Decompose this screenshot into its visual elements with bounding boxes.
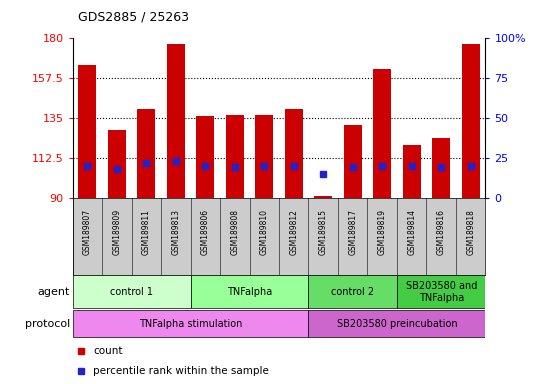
Text: agent: agent [37,287,70,297]
Bar [79,65,96,198]
Text: GDS2885 / 25263: GDS2885 / 25263 [78,10,189,23]
Text: GSM189807: GSM189807 [83,209,92,255]
Text: protocol: protocol [25,318,70,329]
Bar [167,44,185,198]
Bar [373,68,391,198]
Text: GSM189806: GSM189806 [201,209,210,255]
Bar [226,114,244,198]
Text: SB203580 preincubation: SB203580 preincubation [336,318,458,329]
Text: TNFalpha stimulation: TNFalpha stimulation [139,318,242,329]
Text: percentile rank within the sample: percentile rank within the sample [93,366,269,376]
Bar [196,116,214,198]
Text: control 2: control 2 [331,287,374,297]
Bar [462,44,479,198]
Bar [314,196,332,198]
Bar [397,275,485,308]
Bar [309,310,485,338]
Text: GSM189808: GSM189808 [230,209,239,255]
Text: GSM189815: GSM189815 [319,209,328,255]
Bar [309,275,397,308]
Bar [285,109,302,198]
Bar [73,275,190,308]
Bar [190,275,309,308]
Bar [432,137,450,198]
Bar [344,125,362,198]
Text: GSM189817: GSM189817 [348,209,357,255]
Bar [403,145,421,198]
Text: GSM189810: GSM189810 [260,209,269,255]
Text: GSM189816: GSM189816 [437,209,446,255]
Text: control 1: control 1 [110,287,153,297]
Bar [137,109,155,198]
Text: TNFalpha: TNFalpha [227,287,272,297]
Bar [108,131,126,198]
Text: GSM189813: GSM189813 [171,209,180,255]
Text: SB203580 and
TNFalpha: SB203580 and TNFalpha [406,281,477,303]
Text: GSM189811: GSM189811 [142,209,151,255]
Text: count: count [93,346,123,356]
Text: GSM189814: GSM189814 [407,209,416,255]
Text: GSM189818: GSM189818 [466,209,475,255]
Text: GSM189819: GSM189819 [378,209,387,255]
Text: GSM189812: GSM189812 [289,209,298,255]
Bar [256,114,273,198]
Text: GSM189809: GSM189809 [112,209,121,255]
Bar [73,310,309,338]
